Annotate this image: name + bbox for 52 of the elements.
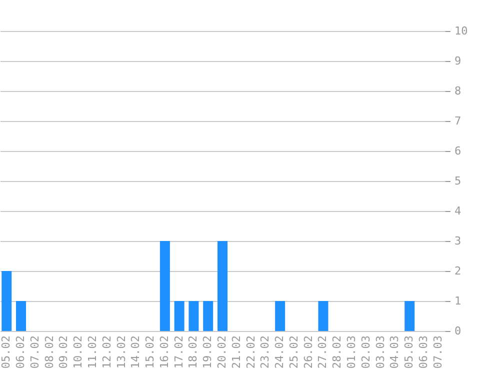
x-tick-label: 17.02 xyxy=(172,336,186,369)
x-tick-label: 04.03 xyxy=(388,336,402,369)
bar xyxy=(2,271,12,331)
x-tick-label: 07.03 xyxy=(431,336,444,369)
x-tick-label: 23.02 xyxy=(258,336,272,369)
x-tick-label: 10.02 xyxy=(72,336,85,369)
bar xyxy=(203,301,214,331)
x-tick-label: 25.02 xyxy=(287,336,300,369)
y-tick-label: 0 xyxy=(454,324,462,338)
y-tick-label: 5 xyxy=(454,174,462,188)
x-tick-label: 01.03 xyxy=(345,336,358,369)
x-tick-label: 08.02 xyxy=(42,336,56,369)
x-tick-label: 26.02 xyxy=(302,336,315,369)
x-tick-label: 19.02 xyxy=(201,336,214,369)
bar xyxy=(404,301,415,331)
x-tick-label: 28.02 xyxy=(330,336,344,369)
x-tick-label: 05.02 xyxy=(0,336,13,369)
x-tick-label: 11.02 xyxy=(86,336,99,369)
x-tick-label: 22.02 xyxy=(244,336,258,369)
x-tick-label: 18.02 xyxy=(186,336,200,369)
bar xyxy=(160,241,170,331)
bar xyxy=(16,301,26,331)
x-tick-label: 12.02 xyxy=(100,336,114,369)
bar xyxy=(218,241,228,331)
x-tick-label: 16.02 xyxy=(158,336,171,369)
y-tick-label: 8 xyxy=(454,84,462,98)
x-tick-label: 13.02 xyxy=(114,336,128,369)
y-tick-label: 6 xyxy=(454,144,462,158)
y-tick-label: 2 xyxy=(454,264,462,278)
x-tick-label: 15.02 xyxy=(144,336,157,369)
y-tick-label: 3 xyxy=(454,234,462,248)
x-tick-label: 21.02 xyxy=(230,336,243,369)
x-tick-label: 05.03 xyxy=(402,336,416,369)
y-tick-label: 7 xyxy=(454,114,462,128)
x-tick-label: 07.02 xyxy=(28,336,42,369)
bar xyxy=(174,301,184,331)
x-tick-label: 27.02 xyxy=(316,336,330,369)
bar xyxy=(318,301,328,331)
x-tick-label: 20.02 xyxy=(216,336,228,369)
y-tick-label: 10 xyxy=(454,24,468,38)
bar xyxy=(275,301,286,331)
y-tick-label: 9 xyxy=(454,54,462,68)
x-tick-label: 14.02 xyxy=(129,336,142,369)
x-tick-label: 02.03 xyxy=(359,336,372,369)
x-tick-label: 24.02 xyxy=(273,336,286,369)
x-tick-label: 03.03 xyxy=(374,336,387,369)
y-tick-label: 1 xyxy=(454,294,462,308)
y-tick-label: 4 xyxy=(454,204,462,218)
bar xyxy=(188,301,199,331)
x-tick-label: 06.03 xyxy=(416,336,430,369)
x-tick-label: 09.02 xyxy=(57,336,70,369)
x-tick-label: 06.02 xyxy=(14,336,28,369)
